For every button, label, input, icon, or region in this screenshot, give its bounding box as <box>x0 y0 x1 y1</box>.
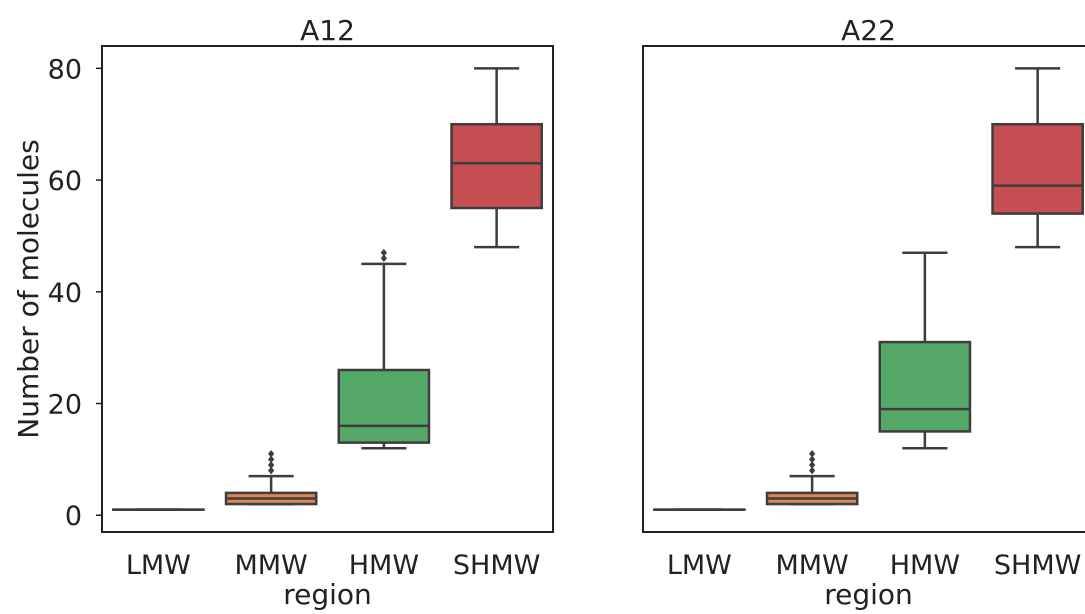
x-tick-label: LMW <box>126 550 191 581</box>
outlier-point <box>269 451 274 457</box>
y-tick-label: 20 <box>48 390 82 421</box>
y-tick-label: 40 <box>48 278 82 309</box>
x-tick-label: SHMW <box>453 550 540 581</box>
x-tick-label: LMW <box>667 550 732 581</box>
outlier-point <box>381 250 386 256</box>
plot-frame <box>643 46 1085 532</box>
x-axis-label: region <box>283 578 372 610</box>
chart-title: A12 <box>300 14 355 47</box>
box-hmw <box>880 253 970 449</box>
x-tick-label: HMW <box>349 550 419 581</box>
y-axis-label: Number of molecules <box>12 139 45 438</box>
chart-title: A22 <box>841 14 896 47</box>
x-axis-label: region <box>824 578 913 610</box>
iqr-box <box>452 124 542 208</box>
iqr-box <box>993 124 1083 213</box>
y-tick-label: 60 <box>48 166 82 197</box>
box-shmw <box>993 68 1083 247</box>
plot-frame <box>102 46 553 532</box>
chart-panel-a22: A22 LMW MMW HMW SHMW region <box>643 14 1085 610</box>
y-tick-label: 80 <box>48 54 82 85</box>
outlier-point <box>810 451 815 457</box>
chart-panel-a12: A12 0 20 40 60 80 Number of molecules LMW MMW HMW… <box>12 14 553 610</box>
box-hmw <box>339 250 429 449</box>
x-tick-label: HMW <box>890 550 960 581</box>
x-tick-label: MMW <box>775 550 848 581</box>
iqr-box <box>880 342 970 431</box>
box-mmw <box>767 451 857 504</box>
x-tick-label: MMW <box>234 550 307 581</box>
box-mmw <box>226 451 316 504</box>
iqr-box <box>339 370 429 443</box>
y-tick-label: 0 <box>65 501 82 532</box>
x-tick-label: SHMW <box>994 550 1081 581</box>
box-shmw <box>452 68 542 247</box>
